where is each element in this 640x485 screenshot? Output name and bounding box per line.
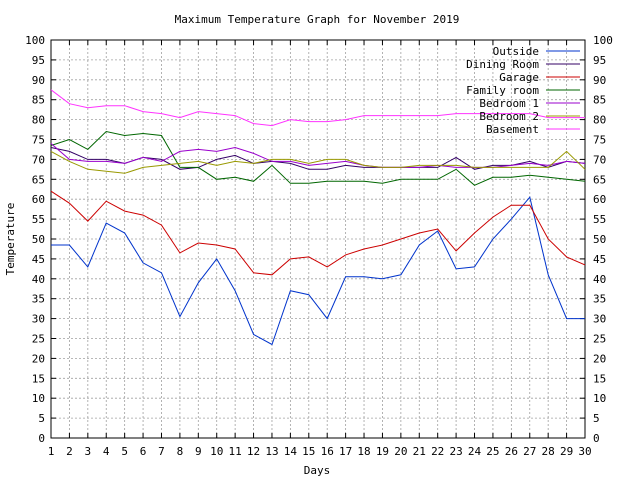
x-tick-label: 5 [121,445,128,458]
y-tick-label-right: 0 [593,432,600,445]
y-tick-label-left: 25 [32,333,45,346]
y-tick-label-right: 85 [593,94,606,107]
y-tick-label-right: 70 [593,153,606,166]
x-tick-label: 12 [247,445,260,458]
x-tick-label: 6 [140,445,147,458]
y-tick-label-left: 60 [32,193,45,206]
x-tick-label: 3 [85,445,92,458]
legend-label-bedroom-1: Bedroom 1 [479,97,539,110]
grid-layer [51,40,585,438]
y-tick-label-right: 15 [593,372,606,385]
series-line-bedroom-1 [50,143,586,168]
y-axis-label: Temperature [4,203,17,276]
x-tick-label: 8 [177,445,184,458]
legend-label-garage: Garage [499,71,539,84]
x-tick-label: 7 [158,445,165,458]
series-line-basement [50,89,585,127]
y-tick-label-left: 35 [32,293,45,306]
x-tick-label: 2 [66,445,73,458]
y-tick-label-right: 35 [593,293,606,306]
series-line-garage [50,190,586,276]
y-tick-label-left: 30 [32,313,45,326]
y-tick-label-right: 65 [593,173,606,186]
y-tick-label-left: 5 [38,412,45,425]
y-tick-label-left: 40 [32,273,45,286]
x-tick-label: 11 [229,445,242,458]
series-line-outside [51,196,585,346]
y-tick-label-right: 40 [593,273,606,286]
y-tick-label-left: 15 [32,372,45,385]
y-tick-label-left: 45 [32,253,45,266]
x-tick-label: 1 [48,445,55,458]
series-line-family-room [50,130,586,186]
x-tick-label: 27 [523,445,536,458]
x-tick-label: 26 [505,445,518,458]
y-tick-label-left: 0 [38,432,45,445]
x-tick-label: 24 [468,445,482,458]
legend-label-family-room: Family room [466,84,539,97]
y-tick-label-left: 10 [32,392,45,405]
x-tick-label: 14 [284,445,298,458]
x-tick-label: 20 [394,445,407,458]
y-tick-label-left: 20 [32,352,45,365]
y-tick-label-left: 80 [32,114,45,127]
y-tick-label-left: 55 [32,213,45,226]
y-tick-label-right: 80 [593,114,606,127]
y-tick-label-left: 50 [32,233,45,246]
x-tick-label: 29 [560,445,573,458]
y-tick-label-left: 100 [25,34,45,47]
x-tick-label: 17 [339,445,352,458]
y-tick-label-right: 55 [593,213,606,226]
x-tick-label: 21 [413,445,426,458]
y-tick-label-right: 20 [593,352,606,365]
y-tick-label-left: 90 [32,74,45,87]
y-tick-label-left: 75 [32,134,45,147]
y-tick-label-right: 10 [593,392,606,405]
x-tick-label: 18 [357,445,370,458]
x-tick-label: 30 [578,445,591,458]
y-tick-label-right: 50 [593,233,606,246]
y-tick-label-left: 65 [32,173,45,186]
x-tick-label: 4 [103,445,110,458]
y-tick-label-right: 90 [593,74,606,87]
x-axis-label: Days [304,464,331,477]
y-tick-label-right: 45 [593,253,606,266]
x-tick-label: 9 [195,445,202,458]
legend-label-dining-room: Dining Room [466,58,539,71]
x-tick-label: 25 [486,445,499,458]
legend-label-outside: Outside [493,45,539,58]
x-tick-label: 28 [542,445,555,458]
series-layer [50,89,586,346]
y-tick-label-right: 95 [593,54,606,67]
series-line-bedroom-2 [50,150,586,174]
y-tick-label-right: 100 [593,34,613,47]
x-tick-label: 19 [376,445,389,458]
x-tick-label: 15 [302,445,315,458]
y-tick-label-right: 5 [593,412,600,425]
legend-label-bedroom-2: Bedroom 2 [479,110,539,123]
legend-label-basement: Basement [486,123,539,136]
chart-title: Maximum Temperature Graph for November 2… [175,13,460,26]
y-tick-label-right: 75 [593,134,606,147]
y-tick-label-left: 95 [32,54,45,67]
y-tick-label-right: 30 [593,313,606,326]
y-tick-label-right: 25 [593,333,606,346]
x-tick-label: 22 [431,445,444,458]
x-tick-label: 16 [321,445,334,458]
y-tick-label-left: 85 [32,94,45,107]
y-tick-label-left: 70 [32,153,45,166]
y-tick-label-right: 60 [593,193,606,206]
x-tick-label: 10 [210,445,223,458]
x-tick-label: 13 [265,445,278,458]
x-tick-label: 23 [449,445,462,458]
